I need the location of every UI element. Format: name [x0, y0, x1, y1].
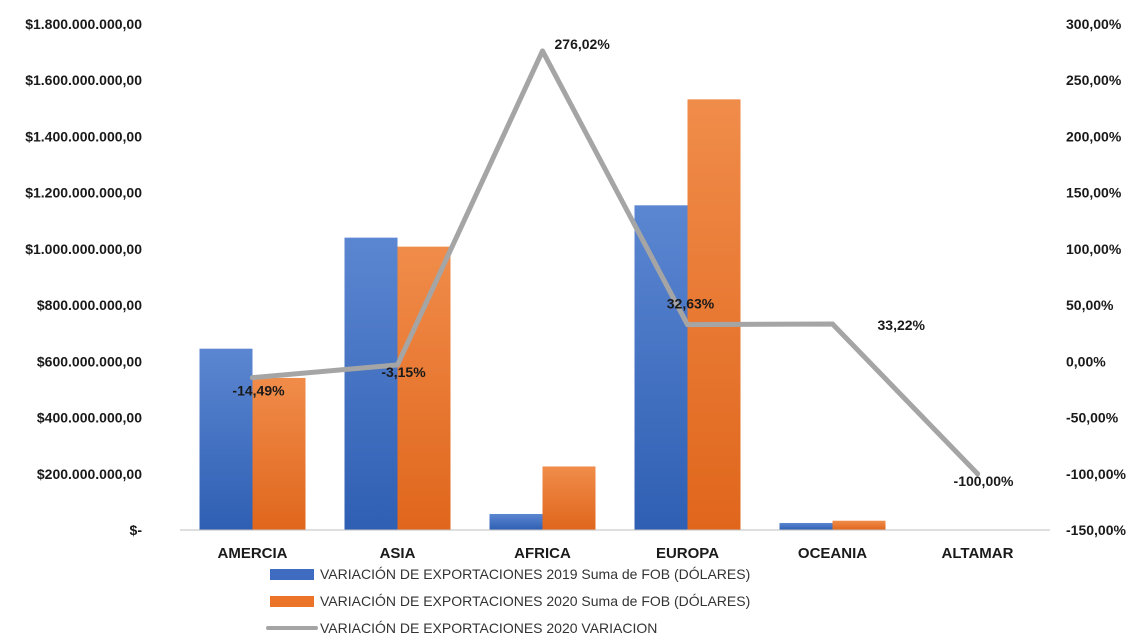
y-left-tick-label: $1.000.000.000,00	[25, 241, 142, 257]
variation-data-label: -3,15%	[381, 364, 426, 380]
bar-2020	[687, 99, 741, 531]
legend-label: VARIACIÓN DE EXPORTACIONES 2020 Suma de …	[320, 593, 750, 609]
variation-data-label: -100,00%	[954, 473, 1014, 489]
x-tick-label: ASIA	[380, 545, 416, 562]
y-right-tick-label: 150,00%	[1066, 185, 1122, 201]
variation-point	[540, 48, 545, 54]
axes-layer: $1.800.000.000,00 $1.600.000.000,00 $1.400…	[25, 16, 1126, 562]
x-tick-label: ALTAMAR	[942, 545, 1014, 562]
x-tick-label: AMERCIA	[218, 545, 288, 562]
y-left-tick-label: $1.600.000.000,00	[25, 72, 142, 88]
variation-data-label: -14,49%	[232, 383, 285, 399]
legend: VARIACIÓN DE EXPORTACIONES 2019 Suma de …	[266, 566, 750, 636]
legend-label: VARIACIÓN DE EXPORTACIONES 2019 Suma de …	[320, 566, 750, 582]
labels-layer: -14,49% -3,15% 276,02% 32,63% 33,22% -100,00%	[232, 36, 1014, 489]
y-right-tick-label: 50,00%	[1066, 297, 1114, 313]
bar-2020	[832, 520, 886, 530]
bar-2019	[344, 237, 398, 530]
legend-swatch-2020	[270, 596, 314, 607]
y-right-tick-label: 100,00%	[1066, 241, 1122, 257]
line-layer	[250, 48, 980, 477]
y-right-tick-label: 200,00%	[1066, 128, 1122, 144]
bar-2020	[542, 466, 596, 530]
x-tick-label: EUROPA	[656, 545, 719, 562]
y-right-tick-label: 250,00%	[1066, 72, 1122, 88]
y-right-tick-label: -150,00%	[1066, 522, 1126, 538]
y-left-tick-label: $400.000.000,00	[37, 410, 142, 426]
y-left-tick-label: $200.000.000,00	[37, 466, 142, 482]
y-left-tick-label: $-	[130, 522, 143, 538]
bar-2019	[634, 205, 688, 531]
bars-layer	[199, 99, 886, 531]
legend-label: VARIACIÓN DE EXPORTACIONES 2020 VARIACIO…	[320, 620, 657, 636]
y-right-tick-label: -50,00%	[1066, 410, 1119, 426]
x-tick-label: AFRICA	[514, 545, 571, 562]
bar-2019	[779, 522, 833, 530]
y-left-tick-label: $1.800.000.000,00	[25, 16, 142, 32]
y-right-tick-label: 300,00%	[1066, 16, 1122, 32]
y-left-tick-label: $1.400.000.000,00	[25, 128, 142, 144]
variation-data-label: 276,02%	[555, 36, 611, 52]
bar-2020	[252, 377, 306, 530]
variation-point	[395, 362, 400, 368]
y-right-tick-label: 0,00%	[1066, 353, 1106, 369]
bar-2019	[489, 513, 543, 530]
variation-data-label: 33,22%	[878, 317, 926, 333]
variation-point	[250, 375, 255, 381]
y-left-tick-label: $600.000.000,00	[37, 353, 142, 369]
variation-data-label: 32,63%	[667, 296, 715, 312]
y-left-tick-label: $1.200.000.000,00	[25, 185, 142, 201]
variation-point	[685, 322, 690, 328]
variation-line	[250, 48, 980, 477]
bar-2019	[199, 348, 253, 530]
x-tick-label: OCEANIA	[798, 545, 867, 562]
variation-point	[975, 471, 980, 477]
bar-2020	[397, 246, 451, 530]
y-left-tick-label: $800.000.000,00	[37, 297, 142, 313]
y-right-tick-label: -100,00%	[1066, 466, 1126, 482]
variation-point	[830, 321, 835, 327]
legend-swatch-2019	[270, 569, 314, 580]
